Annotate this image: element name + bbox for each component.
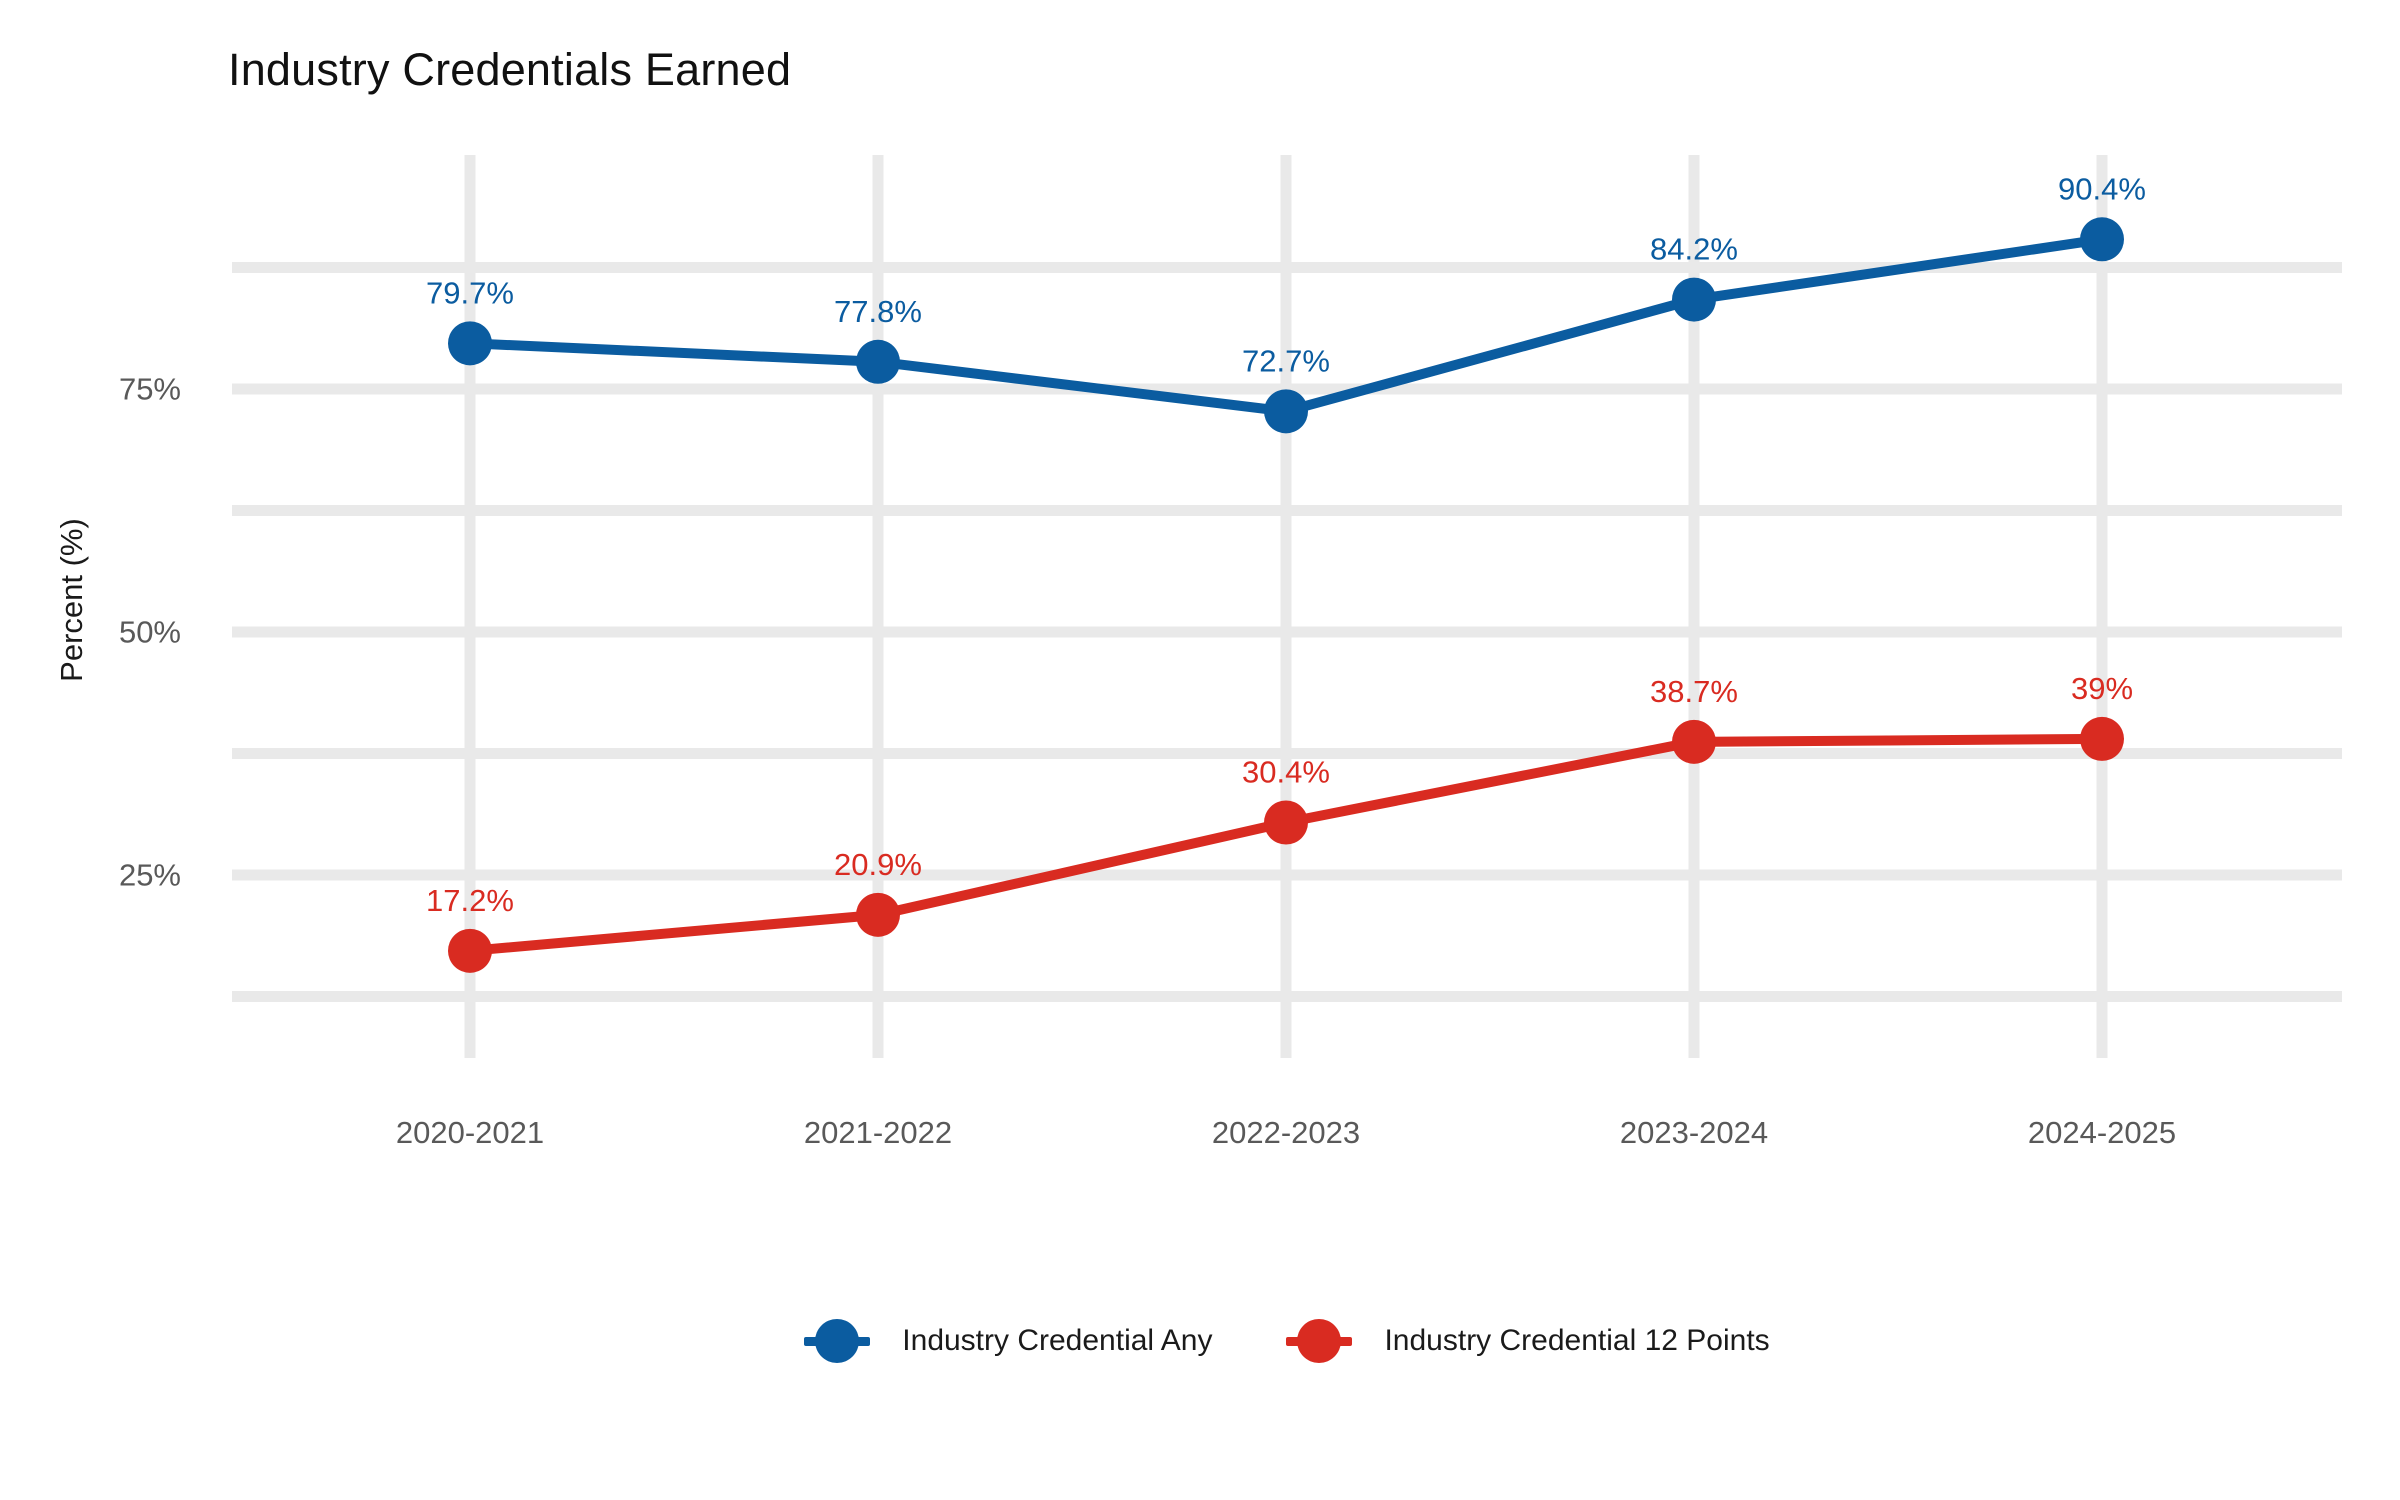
legend-point-icon (815, 1319, 860, 1363)
legend-label: Industry Credential 12 Points (1384, 1324, 1770, 1357)
data-point-industry-credential-12-points (448, 928, 492, 973)
legend-point-icon (1297, 1319, 1342, 1363)
legend-key-blue (804, 1318, 871, 1364)
x-tick-label: 2020-2021 (396, 1115, 544, 1150)
legend-key-red (1286, 1318, 1353, 1364)
x-tick-label: 2021-2022 (804, 1115, 952, 1150)
data-label-industry-credential-12-points: 38.7% (1650, 674, 1738, 709)
data-point-industry-credential-any (2080, 217, 2124, 262)
data-point-industry-credential-12-points (1672, 719, 1716, 764)
data-point-industry-credential-12-points (856, 892, 900, 937)
chart-title: Industry Credentials Earned (228, 44, 792, 95)
y-tick-label: 50% (119, 615, 181, 650)
x-tick-label: 2024-2025 (2028, 1115, 2176, 1150)
data-point-industry-credential-12-points (2080, 716, 2124, 761)
data-label-industry-credential-any: 79.7% (426, 275, 514, 310)
legend-label: Industry Credential Any (902, 1324, 1213, 1357)
data-point-industry-credential-any (448, 321, 492, 366)
data-point-industry-credential-any (856, 339, 900, 384)
y-tick-label: 75% (119, 372, 181, 407)
plot-area: 25% 50% 75% 2020-2021 2021-2022 2022-2023 2023… (119, 155, 2342, 1150)
data-point-industry-credential-any (1672, 277, 1716, 322)
legend: Industry Credential Any Industry Credent… (232, 1318, 2342, 1364)
data-label-industry-credential-12-points: 20.9% (834, 847, 922, 882)
data-label-industry-credential-any: 84.2% (1650, 232, 1738, 267)
legend-item-industry-credential-any: Industry Credential Any (804, 1318, 1212, 1364)
x-tick-label: 2023-2024 (1620, 1115, 1768, 1150)
x-tick-label: 2022-2023 (1212, 1115, 1360, 1150)
data-point-industry-credential-12-points (1264, 800, 1308, 845)
data-label-industry-credential-any: 77.8% (834, 294, 922, 329)
y-tick-label: 25% (119, 858, 181, 893)
data-label-industry-credential-any: 72.7% (1242, 343, 1330, 378)
data-point-industry-credential-any (1264, 389, 1308, 434)
data-label-industry-credential-12-points: 30.4% (1242, 755, 1330, 790)
data-label-industry-credential-12-points: 17.2% (426, 883, 514, 918)
data-label-industry-credential-12-points: 39% (2071, 671, 2133, 706)
data-label-industry-credential-any: 90.4% (2058, 171, 2146, 206)
legend-item-industry-credential-12-points: Industry Credential 12 Points (1286, 1318, 1770, 1364)
